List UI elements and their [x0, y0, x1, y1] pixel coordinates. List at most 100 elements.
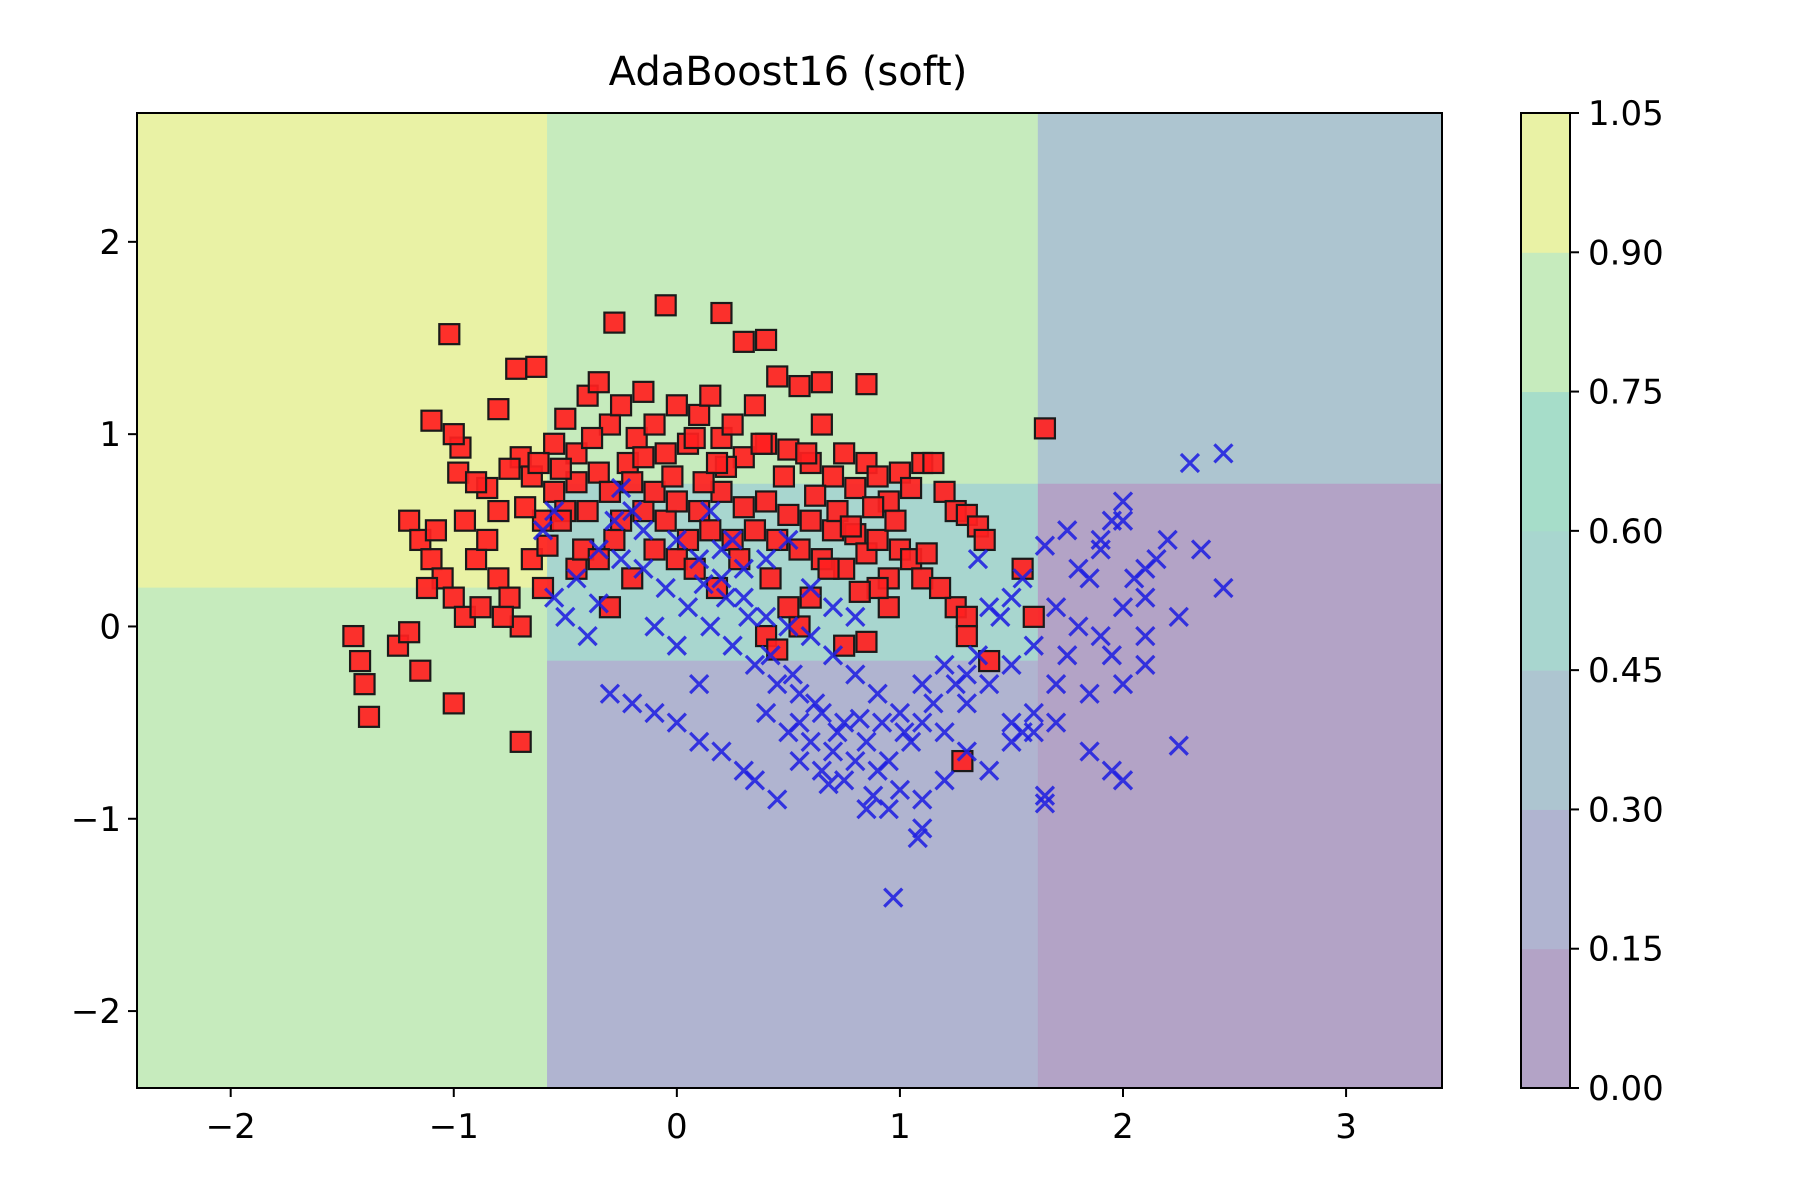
x-point: [1068, 558, 1089, 579]
x-point: [1146, 549, 1167, 570]
square-point: [766, 528, 789, 552]
x-point: [1023, 702, 1044, 724]
x-point: [1157, 529, 1178, 551]
x-point: [800, 577, 821, 599]
square-point: [855, 630, 878, 653]
square-point: [743, 394, 767, 417]
x-point: [782, 664, 803, 685]
square-point: [732, 496, 755, 519]
square-point: [951, 749, 974, 773]
square-point: [598, 596, 622, 619]
x-tick-label: 2: [1112, 1107, 1134, 1147]
x-point: [1090, 539, 1111, 560]
colorbar-segment: [1521, 530, 1570, 671]
square-point: [487, 398, 510, 421]
square-point: [810, 371, 833, 394]
x-tick-label: −1: [429, 1107, 479, 1147]
x-point: [1034, 785, 1056, 806]
x-point: [1057, 645, 1078, 666]
colorbar-frame: [1520, 112, 1571, 1089]
x-point: [1101, 645, 1122, 666]
x-point: [738, 606, 759, 627]
x-point: [700, 500, 721, 522]
square-point: [527, 451, 550, 475]
square-point: [603, 311, 626, 334]
square-point: [464, 548, 488, 571]
square-point: [692, 471, 715, 494]
x-point: [1045, 597, 1067, 618]
scatter-points: [342, 294, 1234, 908]
x-point: [867, 683, 888, 704]
square-point: [424, 519, 448, 542]
square-point: [884, 509, 907, 532]
x-point: [889, 702, 911, 724]
square-point: [453, 509, 477, 532]
square-point: [632, 499, 655, 523]
x-point: [622, 693, 643, 714]
square-point: [817, 557, 840, 580]
x-point: [934, 770, 955, 791]
square-point: [549, 509, 572, 532]
x-point: [644, 702, 665, 724]
square-point: [772, 465, 796, 488]
colorbar-segment: [1521, 113, 1570, 253]
x-point: [894, 722, 915, 743]
square-point: [844, 476, 867, 500]
x-point: [934, 654, 955, 676]
x-point: [655, 577, 676, 599]
square-point: [922, 451, 945, 475]
x-point: [1135, 625, 1156, 647]
x-point: [711, 568, 732, 589]
x-point: [544, 587, 565, 608]
square-point: [955, 605, 978, 628]
square-point: [598, 480, 622, 503]
y-tick-label: 1: [99, 415, 121, 455]
x-point: [755, 606, 777, 627]
x-point: [871, 712, 893, 733]
x-point: [778, 616, 799, 637]
x-point: [760, 645, 781, 666]
square-point: [654, 509, 677, 532]
x-point: [733, 587, 754, 608]
x-point: [767, 789, 788, 810]
square-point: [632, 446, 655, 469]
x-point: [610, 549, 632, 570]
square-point: [683, 426, 706, 450]
x-point: [789, 750, 810, 772]
x-point: [1112, 770, 1134, 791]
square-point: [654, 294, 677, 317]
x-point: [733, 760, 754, 781]
decision-region: [136, 112, 548, 589]
x-point: [1112, 597, 1134, 618]
colorbar-tick-label: 1.05: [1588, 94, 1664, 134]
x-point: [1045, 712, 1067, 733]
square-point: [855, 373, 878, 396]
square-point: [442, 423, 465, 446]
x-point: [834, 712, 855, 733]
x-point: [532, 520, 554, 541]
square-point: [866, 465, 889, 488]
y-tick-label: −2: [71, 992, 121, 1032]
x-point: [1001, 712, 1022, 733]
x-point: [778, 529, 799, 551]
square-point: [978, 649, 1001, 673]
x-point: [1023, 722, 1044, 743]
decision-region: [136, 660, 548, 1089]
colorbar-segment: [1521, 809, 1570, 950]
x-point: [822, 645, 844, 666]
x-point: [867, 760, 888, 781]
x-point: [1168, 735, 1189, 756]
x-point: [800, 731, 821, 752]
square-point: [754, 490, 778, 513]
x-point: [733, 558, 754, 579]
square-point: [788, 374, 811, 398]
x-tick-label: 3: [1335, 1107, 1357, 1147]
x-point: [722, 635, 743, 656]
square-point: [587, 461, 610, 484]
x-point: [889, 779, 911, 801]
square-point: [525, 355, 548, 378]
x-point: [863, 785, 884, 806]
square-point: [848, 580, 871, 603]
x-point: [967, 645, 989, 666]
